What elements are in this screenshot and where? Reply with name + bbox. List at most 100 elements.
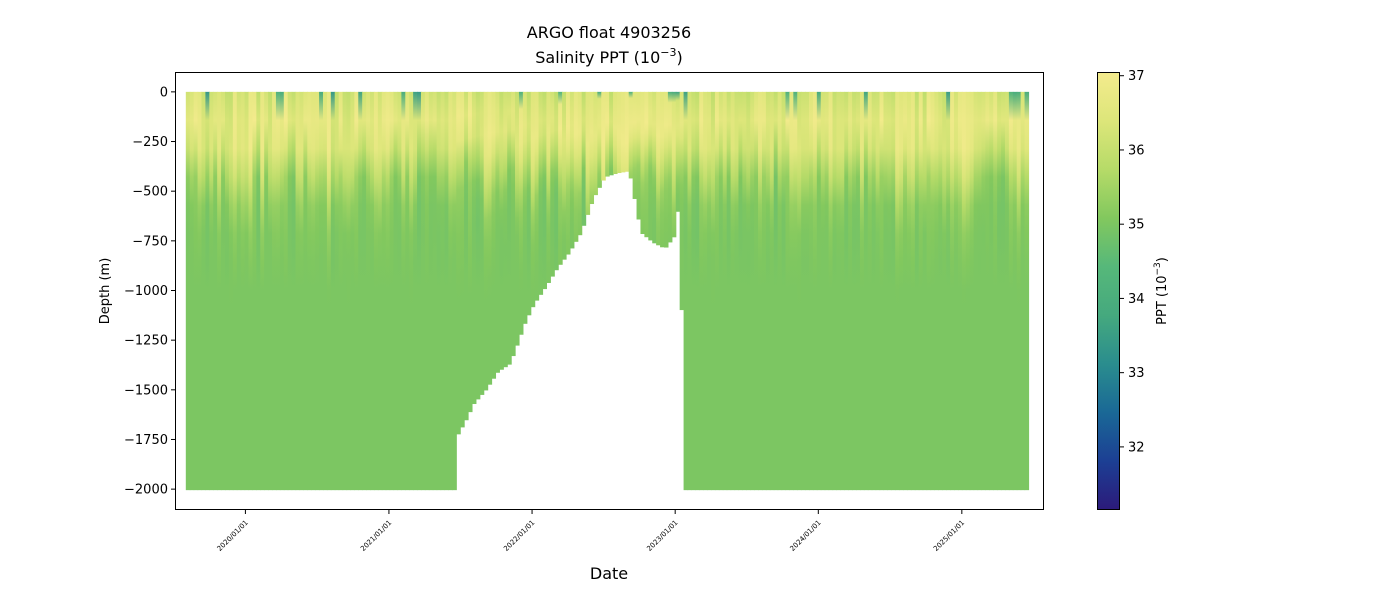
profile-strip (965, 91, 971, 491)
profile-strip (330, 91, 336, 491)
profile-strip (711, 91, 716, 491)
profile-strip (942, 91, 947, 491)
profile-strip (236, 91, 242, 491)
profile-strip (789, 91, 794, 491)
profile-strip (930, 91, 936, 491)
x-tick-label: 2024/01/01 (789, 519, 823, 553)
profile-strip (989, 91, 994, 491)
profile-strip (546, 91, 551, 283)
profile-strip (311, 91, 316, 491)
y-tick-label: −250 (132, 135, 168, 150)
profile-strip (244, 91, 250, 491)
profile-strip (742, 91, 747, 491)
colorbar-fill (1097, 72, 1119, 510)
profile-strip (444, 91, 450, 491)
y-tick-label: −1250 (124, 334, 168, 349)
profile-strip (961, 91, 967, 491)
profile-strip (605, 91, 610, 177)
profile-strip (436, 91, 442, 491)
profile-strip (475, 91, 481, 400)
profile-strip (973, 91, 979, 491)
profile-strip (816, 91, 822, 491)
profile-strip (217, 91, 222, 491)
profile-strip (558, 91, 563, 265)
colorbar-tick-label: 34 (1128, 292, 1145, 307)
profile-strip (499, 91, 504, 370)
x-axis-title: Date (590, 564, 628, 583)
profile-strip (503, 91, 508, 368)
profile-strip (875, 91, 881, 491)
profile-strip (1016, 91, 1022, 491)
profile-strip (1024, 91, 1030, 491)
y-tick-label: −1750 (124, 433, 168, 448)
profile-strip (232, 91, 238, 491)
profile-strip (268, 91, 273, 491)
profile-strip (663, 91, 669, 248)
profile-strip (981, 91, 986, 491)
profile-strip (291, 91, 297, 491)
colorbar-tick-label: 35 (1128, 218, 1145, 233)
profile-strip (832, 91, 838, 491)
profile-strip (589, 91, 595, 205)
y-tick-label: −2000 (124, 483, 168, 498)
profile-strip (1020, 91, 1026, 491)
profile-strip (624, 91, 630, 172)
profile-strip (652, 91, 657, 244)
profile-strip (1008, 91, 1014, 491)
profile-strip (350, 91, 355, 491)
profile-strip (679, 91, 685, 311)
profile-strip (593, 91, 598, 196)
profile-strip (718, 91, 724, 491)
colorbar-tick-label: 37 (1128, 69, 1145, 84)
colorbar-label: PPT (10−3) (1153, 257, 1170, 325)
profile-strip (867, 91, 873, 491)
profile-strip (565, 91, 571, 255)
profile-strip (636, 91, 642, 220)
profile-strip (938, 91, 943, 491)
profile-strip (460, 91, 465, 428)
chart-subtitle-text: Salinity PPT (10 (535, 48, 660, 67)
profile-strip (899, 91, 904, 491)
profile-strip (620, 91, 626, 173)
profile-strip (342, 91, 348, 491)
colorbar-tick-label: 32 (1128, 440, 1145, 455)
profile-strip (781, 91, 787, 491)
profile-strip (209, 91, 214, 491)
chart-subtitle-exponent: −3 (660, 46, 676, 59)
profile-strip (914, 91, 920, 491)
profile-strip (452, 91, 457, 491)
profile-strip (432, 91, 438, 491)
profile-strip (366, 91, 371, 491)
profile-strip (632, 91, 638, 199)
profile-strip (189, 91, 195, 491)
x-axis: 2020/01/01 2021/01/01 2022/01/01 2023/01/01… (216, 509, 966, 553)
profile-strip (714, 91, 720, 491)
profile-strip (201, 91, 206, 491)
profile-strip (809, 91, 814, 491)
colorbar: 32 33 34 35 36 37 PPT (10−3) (1097, 69, 1170, 510)
profile-strip (969, 91, 975, 491)
profile-strip (409, 91, 414, 491)
profile-strip (648, 91, 653, 241)
profile-strip (256, 91, 261, 491)
profile-strip (903, 91, 908, 491)
x-tick-label: 2021/01/01 (359, 519, 393, 553)
profile-strip (377, 91, 383, 491)
profile-strip (954, 91, 959, 491)
profile-strip (197, 91, 203, 491)
profile-strip (691, 91, 696, 491)
profile-strip (417, 91, 422, 491)
profile-strip (225, 91, 230, 491)
profile-strip (585, 91, 591, 215)
profile-strip (910, 91, 916, 491)
profile-strip (287, 91, 293, 491)
profile-strip (569, 91, 575, 249)
profile-strip (699, 91, 704, 491)
profile-strip (550, 91, 555, 277)
profile-strip (338, 91, 344, 491)
profile-strip (185, 91, 191, 491)
profile-strip (828, 91, 834, 491)
profile-strip (840, 91, 845, 491)
profile-strip (420, 91, 426, 491)
profile-strip (1004, 91, 1010, 491)
